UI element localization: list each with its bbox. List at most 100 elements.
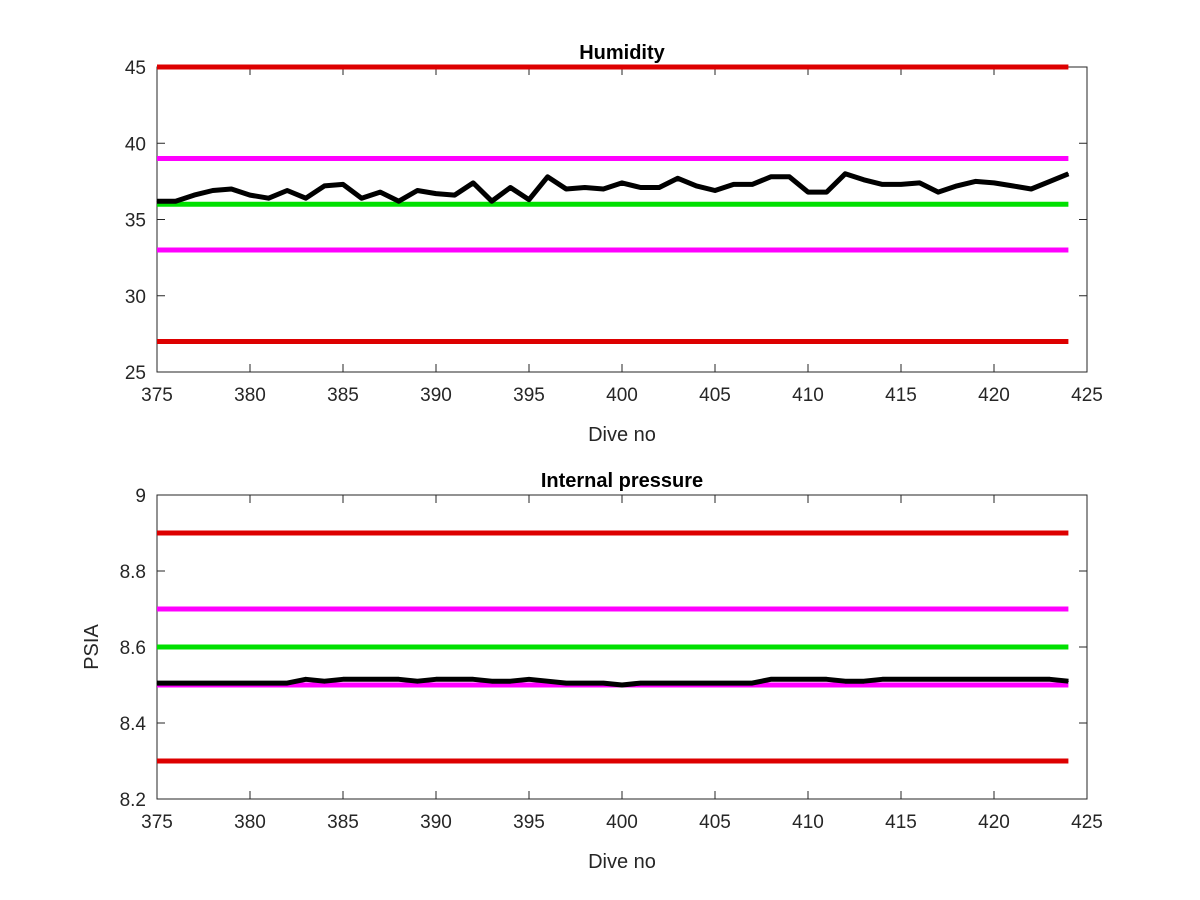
data-point [658,682,660,684]
x-tick-label: 425 [1071,812,1103,833]
data-point [342,678,344,680]
data-point [472,678,474,680]
data-point [212,682,214,684]
data-point [1030,678,1032,680]
data-point [361,678,363,680]
series-line [157,171,1070,204]
y-tick-label: 30 [125,287,146,308]
y-tick-label: 8.6 [120,638,146,659]
data-point [733,183,735,185]
data-point [416,190,418,192]
data-point [826,678,828,680]
data-point [193,682,195,684]
data-point [491,200,493,202]
data-point [751,682,753,684]
data-point [881,678,883,680]
data-point [788,176,790,178]
x-tick-label: 410 [792,812,824,833]
data-point [435,193,437,195]
x-tick-label: 375 [141,385,173,406]
data-point [658,186,660,188]
data-point [919,182,921,184]
y-tick-label: 40 [125,134,146,155]
data-point [974,678,976,680]
data-point [863,179,865,181]
data-point [900,678,902,680]
data-point [956,678,958,680]
data-point [472,182,474,184]
data-point [528,678,530,680]
data-point [416,680,418,682]
data-point [268,197,270,199]
data-point [342,183,344,185]
y-axis-label: PSIA [81,624,103,670]
x-tick-label: 395 [513,812,545,833]
chart-panel-2: 375 380 385 390 395 400 405 410 415 420 425 8.2 8.4 8… [81,470,1103,873]
data-point [454,194,456,196]
y-tick-label: 8.4 [120,714,147,735]
data-point [175,200,177,202]
y-tick-label: 8.8 [120,562,146,583]
data-point [565,682,567,684]
x-tick-label: 415 [885,385,917,406]
data-point [695,185,697,187]
data-point [677,177,679,179]
data-point [379,678,381,680]
data-point [900,183,902,185]
data-point [937,678,939,680]
x-tick-label: 420 [978,385,1010,406]
x-tick-label: 400 [606,385,638,406]
x-tick-label: 415 [885,812,917,833]
x-tick-label: 400 [606,812,638,833]
y-tick-label: 35 [125,211,146,232]
data-point [844,173,846,175]
data-point [733,682,735,684]
data-point [156,682,158,684]
plot-area [156,66,1088,373]
x-tick-label: 405 [699,385,731,406]
data-point [640,682,642,684]
data-point [249,194,251,196]
data-point [323,680,325,682]
data-point [807,678,809,680]
data-point [528,199,530,201]
data-point [398,678,400,680]
data-point [677,682,679,684]
data-point [230,188,232,190]
data-point [1049,180,1051,182]
x-axis-label: Dive no [588,424,656,446]
data-point [937,191,939,193]
data-point [956,185,958,187]
data-point [454,678,456,680]
chart-title: Humidity [579,42,665,64]
data-point [770,678,772,680]
x-tick-label: 405 [699,812,731,833]
x-tick-label: 380 [234,812,266,833]
data-point [881,183,883,185]
x-axis-label: Dive no [588,851,656,873]
y-tick-label: 9 [135,486,146,507]
x-tick-label: 380 [234,385,266,406]
data-point [1030,188,1032,190]
series-line [157,676,1069,688]
data-point [286,190,288,192]
data-point [547,176,549,178]
data-point [714,682,716,684]
y-tick-label: 8.2 [120,790,146,811]
data-point [621,182,623,184]
data-point [621,684,623,686]
x-tick-label: 390 [420,385,452,406]
data-point [993,182,995,184]
data-point [788,678,790,680]
x-tick-label: 385 [327,812,359,833]
data-point [1067,680,1069,682]
chart-title: Internal pressure [541,470,703,492]
data-point [249,682,251,684]
data-point [1012,678,1014,680]
data-point [156,200,158,202]
data-point [751,183,753,185]
data-point [509,680,511,682]
chart-panel-1: 375 380 385 390 395 400 405 410 415 420 425 25 30 35 4… [125,42,1103,446]
data-point [770,176,772,178]
